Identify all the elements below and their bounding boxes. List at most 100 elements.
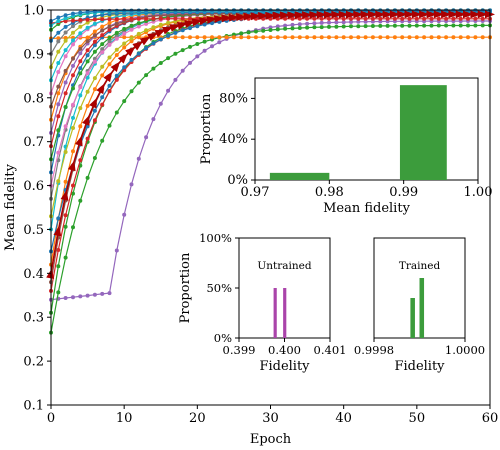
series-point	[71, 126, 75, 130]
main-y-tick-label: 0.3	[23, 311, 44, 326]
series-point	[210, 35, 214, 40]
series-point	[85, 59, 90, 64]
series-point	[367, 10, 378, 19]
series-point	[78, 198, 83, 203]
series-point	[136, 24, 141, 29]
series-point	[144, 21, 149, 26]
inset-inset_mean_fidelity: 0.97 0.98 0.99 1.00 0% 40% 80% Mean fidelity Pro…	[199, 77, 493, 216]
series-point	[184, 20, 195, 28]
series-point	[78, 51, 83, 56]
series-point	[250, 12, 261, 21]
series-point	[63, 105, 68, 109]
series-point	[71, 149, 75, 154]
series-point	[63, 38, 68, 43]
series-point	[56, 150, 61, 155]
series-point	[71, 102, 75, 107]
series-point	[92, 17, 97, 22]
series-point	[195, 35, 200, 40]
series-point	[154, 29, 166, 38]
series-point	[378, 16, 383, 21]
series-point	[122, 31, 127, 36]
series-point	[290, 22, 295, 27]
series-point	[85, 53, 90, 58]
series-point	[78, 59, 83, 64]
series-point	[470, 10, 481, 19]
series-point	[78, 106, 83, 111]
series-point	[100, 64, 105, 69]
series-point	[297, 22, 302, 27]
series-point	[385, 16, 390, 21]
series-point	[78, 158, 83, 163]
series-point	[444, 35, 449, 40]
series-point	[319, 25, 324, 30]
main-y-tick-label: 1.0	[23, 4, 44, 19]
series-point	[473, 23, 478, 28]
series-point	[312, 25, 317, 30]
series-point	[100, 13, 105, 17]
series-point	[305, 16, 310, 21]
series-point	[268, 28, 273, 32]
series-point	[110, 61, 120, 73]
series-point	[78, 46, 83, 51]
series-point	[302, 10, 313, 19]
series-point	[122, 17, 127, 21]
inset-y-tick-label: 40%	[219, 132, 248, 147]
series-point	[63, 296, 68, 300]
series-point	[151, 41, 156, 46]
inset-x-tick-label: 0.97	[241, 185, 270, 200]
series-point	[334, 20, 339, 25]
series-point	[107, 42, 112, 47]
series-point	[378, 35, 383, 40]
series-point	[144, 73, 149, 78]
series-point	[158, 16, 163, 21]
series-point	[92, 49, 97, 54]
series-point	[56, 114, 61, 119]
inset-bar	[399, 85, 447, 180]
series-point	[100, 28, 105, 33]
series-point	[122, 8, 127, 13]
series-point	[114, 248, 119, 253]
series-point	[122, 35, 127, 40]
inset-y-axis-label: Proportion	[178, 252, 193, 323]
main-y-axis-label: Mean fidelity	[3, 163, 18, 250]
series-point	[422, 16, 427, 21]
series-point	[78, 31, 83, 36]
inset-x-tick-label: 0.99	[389, 185, 418, 200]
series-point	[92, 14, 97, 19]
series-point	[392, 35, 397, 40]
series-point	[56, 36, 61, 41]
series-point	[63, 54, 68, 59]
series-point	[114, 36, 119, 41]
main-y-tick-label: 0.7	[23, 135, 44, 150]
series-point	[195, 42, 200, 46]
inset-bar	[273, 288, 277, 338]
series-point	[305, 35, 310, 40]
series-point	[129, 8, 134, 13]
series-point	[100, 95, 105, 100]
series-point	[458, 16, 463, 21]
inset-x-tick-label: 0.9998	[354, 343, 394, 357]
series-point	[235, 13, 247, 22]
series-point	[125, 46, 136, 57]
series-point	[305, 25, 310, 30]
series-point	[312, 35, 317, 40]
series-point	[312, 16, 317, 21]
series-point	[56, 19, 61, 24]
series-point	[180, 28, 185, 33]
series-point	[433, 10, 444, 19]
series-point	[122, 212, 127, 217]
series-point	[305, 21, 310, 26]
series-point	[96, 83, 105, 95]
main-x-tick-label: 50	[409, 411, 426, 426]
series-point	[56, 264, 61, 269]
series-point	[356, 24, 361, 29]
series-point	[407, 16, 412, 21]
inset-x-tick-label: 1.00	[464, 185, 493, 200]
series-point	[85, 75, 90, 80]
series-point	[63, 255, 68, 260]
series-point	[114, 17, 119, 22]
inset-annotation: Trained	[399, 260, 441, 272]
series-point	[188, 60, 192, 65]
series-point	[319, 20, 324, 25]
series-point	[71, 24, 75, 29]
